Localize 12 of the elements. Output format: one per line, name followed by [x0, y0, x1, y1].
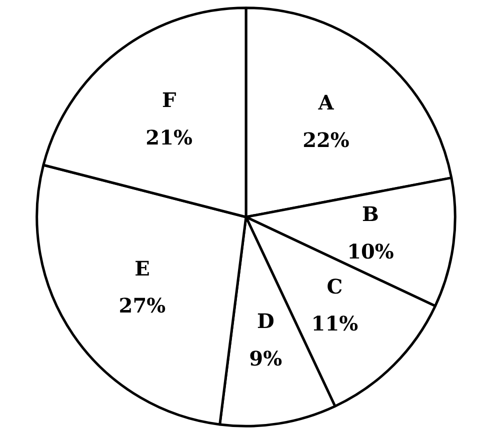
slice-label: B	[362, 202, 379, 226]
data-label: 21%	[146, 125, 193, 150]
slice-label: A	[317, 90, 334, 114]
data-label: 9%	[249, 346, 282, 371]
data-label: 10%	[347, 239, 394, 264]
data-label: 22%	[302, 128, 350, 152]
slice-label: D	[256, 309, 274, 334]
slice-label: E	[134, 256, 150, 280]
data-label: 11%	[311, 312, 358, 336]
data-label: 27%	[118, 294, 166, 318]
slice-label: C	[326, 274, 343, 298]
slice-label: F	[162, 88, 176, 112]
